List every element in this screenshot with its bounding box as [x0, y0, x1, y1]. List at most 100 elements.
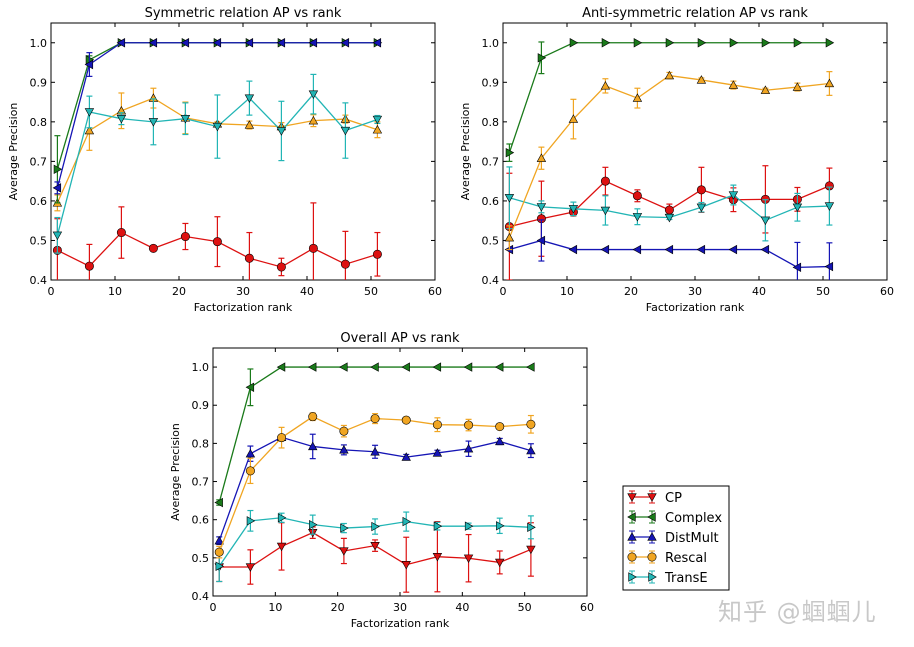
data-point [308, 90, 319, 99]
legend-box [622, 485, 730, 591]
legend-marker [647, 512, 656, 522]
data-point [116, 115, 127, 124]
data-point [665, 38, 675, 48]
legend-marker [647, 493, 657, 502]
data-point [432, 553, 443, 562]
data-point [276, 38, 286, 48]
data-point [276, 362, 286, 372]
data-point [244, 253, 254, 263]
data-point [370, 414, 380, 424]
legend-label: CP [665, 491, 682, 506]
data-point [600, 206, 611, 216]
data-point [696, 185, 706, 195]
x-tick-label: 30 [393, 601, 407, 614]
data-point [52, 231, 63, 241]
data-point [537, 53, 547, 63]
data-point [696, 244, 706, 255]
data-point [463, 362, 473, 372]
data-point [212, 237, 222, 247]
data-point [792, 203, 803, 213]
x-tick-label: 60 [880, 285, 894, 298]
y-tick-label: 0.9 [192, 399, 210, 412]
data-point [825, 38, 835, 48]
chart-title: Overall AP vs rank [340, 331, 460, 346]
data-point [696, 75, 707, 84]
data-point [340, 126, 351, 136]
data-point [536, 153, 547, 162]
data-point [370, 541, 380, 551]
x-tick-label: 0 [210, 601, 217, 614]
legend-marker [627, 512, 636, 522]
data-point [536, 203, 547, 212]
data-point [308, 115, 319, 125]
y-tick-label: 0.8 [192, 437, 210, 450]
data-point [526, 362, 535, 372]
data-point [463, 554, 474, 564]
data-point [339, 426, 349, 436]
data-point [632, 93, 643, 102]
series-cp [52, 202, 382, 280]
data-point [372, 124, 383, 134]
data-point [339, 547, 349, 556]
legend-marker [627, 493, 637, 502]
data-point [370, 446, 380, 456]
x-tick-label: 30 [688, 285, 702, 298]
data-point [339, 362, 348, 372]
legend: CP Complex DistMult Rescal TransE [622, 485, 730, 591]
legend-marker [647, 552, 657, 562]
data-point [495, 422, 505, 432]
data-point [340, 259, 350, 269]
legend-marker [627, 552, 637, 562]
data-point [432, 420, 442, 430]
series-transe [504, 166, 835, 242]
x-axis-label: Factorization rank [194, 301, 293, 314]
series-transe [215, 509, 536, 583]
data-point [245, 563, 256, 572]
x-tick-label: 30 [236, 285, 250, 298]
data-point [214, 547, 224, 557]
x-axis-label: Factorization rank [646, 301, 745, 314]
x-tick-label: 20 [172, 285, 186, 298]
data-point [760, 216, 771, 226]
y-tick-label: 1.0 [30, 37, 48, 50]
data-point [526, 545, 536, 555]
data-point [340, 523, 349, 533]
chart-title: Anti-symmetric relation AP vs rank [582, 6, 808, 21]
data-point [600, 81, 611, 90]
data-point [761, 38, 771, 48]
data-point [792, 262, 802, 273]
data-point [504, 194, 515, 203]
legend-label: Complex [665, 511, 722, 526]
data-point [180, 38, 190, 48]
data-point [536, 235, 546, 246]
chart-3: 0 10 20 30 40 50 60 0.4 0.5 0.6 0.7 0.8 0.9 1.0 Overal… [169, 331, 594, 630]
data-point [401, 415, 411, 425]
data-point [244, 120, 255, 129]
data-point [214, 535, 224, 545]
data-point [728, 191, 739, 200]
legend-marker [628, 572, 637, 582]
data-point [84, 125, 95, 135]
data-point [84, 261, 94, 271]
watermark: 知乎 @蝈蝈儿 [718, 598, 877, 626]
x-tick-label: 10 [108, 285, 122, 298]
y-tick-label: 0.4 [482, 274, 500, 287]
data-point [600, 244, 610, 255]
data-point [432, 362, 442, 372]
data-point [339, 445, 349, 454]
x-axis-label: Factorization rank [351, 617, 450, 630]
data-point [371, 521, 380, 532]
legend-entry-complex: Complex [627, 510, 722, 526]
data-point [505, 147, 515, 158]
legend-label: Rescal [665, 551, 707, 566]
data-point [214, 497, 223, 508]
legend-label: DistMult [665, 531, 719, 546]
data-point [276, 127, 287, 136]
plot-area [502, 22, 888, 281]
data-point [792, 82, 803, 91]
data-point [824, 202, 835, 211]
data-point [245, 382, 255, 393]
data-point [277, 433, 287, 443]
y-tick-label: 0.6 [192, 514, 210, 527]
y-tick-label: 0.7 [482, 155, 500, 168]
